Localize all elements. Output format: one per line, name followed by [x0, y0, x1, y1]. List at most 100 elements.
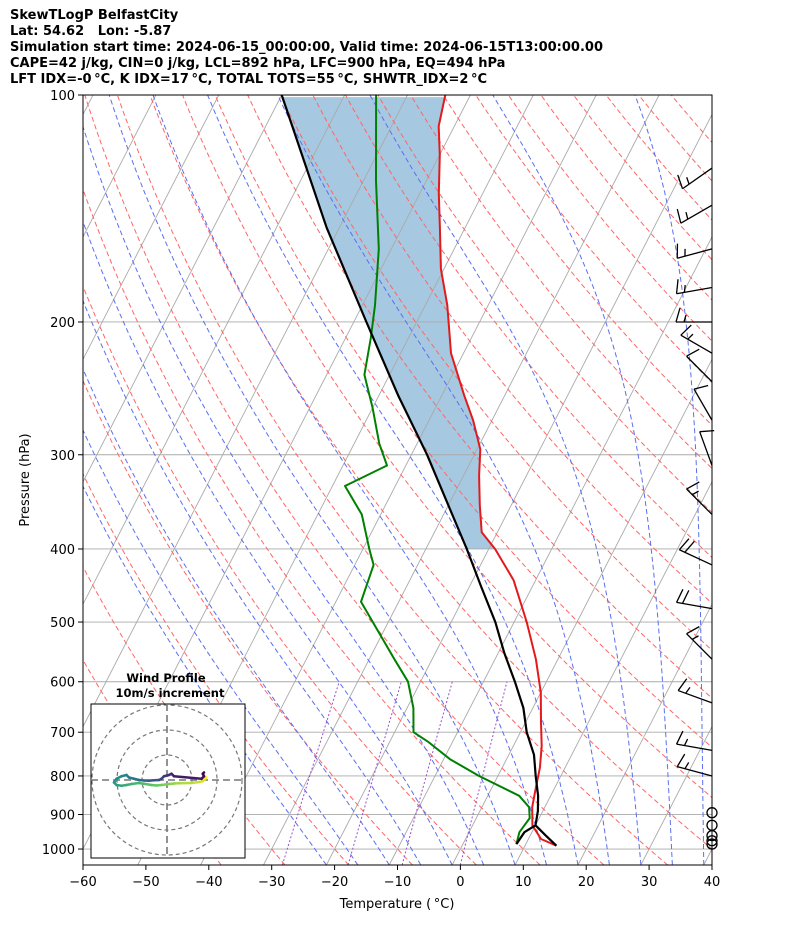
wind-barb — [686, 626, 713, 660]
dry-adiabat-line — [182, 95, 712, 799]
x-tick-label: 0 — [456, 875, 464, 890]
hodograph-trace — [172, 774, 203, 781]
x-tick-label: −20 — [321, 875, 348, 890]
title-stability-indices: LFT IDX=-0 °C, K IDX=17 °C, TOTAL TOTS=5… — [10, 72, 488, 87]
moist-adiabat-line — [83, 367, 390, 865]
y-tick-label: 400 — [50, 543, 75, 558]
isotherm-line — [767, 95, 794, 865]
moist-adiabat-line — [492, 95, 673, 865]
x-tick-label: 40 — [704, 875, 721, 890]
inset-subtitle: 10m/s increment — [116, 686, 225, 700]
isotherm-line — [83, 95, 157, 238]
title-station: SkewTLogP BelfastCity — [10, 8, 179, 23]
dry-adiabat-line — [83, 188, 541, 865]
wind-barb — [686, 348, 713, 383]
dry-adiabat-line — [279, 95, 712, 651]
moist-adiabat-line — [277, 95, 610, 865]
x-tick-label: 10 — [515, 875, 532, 890]
x-axis-label: Temperature ( °C) — [339, 897, 455, 912]
y-tick-label: 600 — [50, 676, 75, 691]
y-tick-label: 800 — [50, 770, 75, 785]
isotherm-line — [263, 95, 660, 865]
dry-adiabat-line — [84, 95, 605, 865]
calm-wind-marker — [706, 819, 718, 831]
x-tick-label: −40 — [195, 875, 222, 890]
moist-adiabat-line — [83, 220, 453, 865]
isotherm-line — [451, 358, 712, 865]
isotherm-line — [83, 95, 220, 361]
y-tick-label: 900 — [50, 809, 75, 824]
isotherm-line — [83, 95, 94, 116]
isotherm-line — [640, 725, 712, 865]
x-tick-label: −60 — [69, 875, 96, 890]
title-cape-indices: CAPE=42 j/kg, CIN=0 j/kg, LCL=892 hPa, L… — [10, 56, 506, 71]
dewpoint-profile — [344, 95, 531, 845]
isotherm-line — [325, 113, 712, 865]
isotherm-line — [83, 95, 346, 606]
dry-adiabat-line — [507, 95, 712, 342]
calm-wind-marker — [706, 807, 718, 819]
moist-adiabat-line — [83, 429, 359, 865]
x-tick-label: 20 — [578, 875, 595, 890]
x-tick-label: 30 — [641, 875, 658, 890]
wind-barb — [676, 753, 713, 777]
wind-barb — [676, 204, 713, 224]
y-tick-label: 700 — [50, 726, 75, 741]
wind-barb — [699, 429, 715, 466]
x-tick-label: −30 — [258, 875, 285, 890]
dry-adiabat-line — [605, 95, 712, 221]
cape-shading — [282, 97, 496, 549]
y-tick-label: 200 — [50, 316, 75, 331]
dry-adiabat-line — [442, 95, 712, 426]
dry-adiabat-line — [377, 95, 712, 514]
y-tick-label: 100 — [50, 89, 75, 104]
wind-barb — [678, 538, 713, 566]
dry-adiabat-line — [475, 95, 712, 384]
wind-barb — [677, 167, 713, 190]
x-tick-label: −50 — [132, 875, 159, 890]
mixing-ratio-line — [401, 681, 453, 865]
calm-wind-marker — [706, 838, 718, 850]
dry-adiabat-line — [344, 95, 712, 559]
hodograph-trace — [201, 771, 206, 776]
moist-adiabat-line — [634, 95, 705, 865]
y-tick-label: 500 — [50, 616, 75, 631]
y-tick-label: 1000 — [42, 843, 75, 858]
title-location: Lat: 54.62 Lon: -5.87 — [10, 24, 172, 39]
isotherm-line — [83, 95, 408, 728]
wind-barb — [680, 324, 713, 354]
wind-barb — [675, 589, 713, 610]
moist-adiabat-line — [207, 95, 579, 865]
isotherm-line — [514, 480, 712, 865]
mixing-ratio-line — [347, 681, 402, 865]
x-tick-label: −10 — [384, 875, 411, 890]
wind-barb — [686, 481, 713, 515]
dry-adiabat-line — [83, 285, 477, 865]
isotherm-line — [703, 848, 712, 865]
parcel-profile-surface — [515, 824, 537, 845]
dry-adiabat-line — [638, 95, 712, 182]
wind-barb — [675, 279, 713, 295]
dry-adiabat-line — [214, 95, 712, 748]
moist-adiabat-line — [83, 299, 422, 865]
dry-adiabat-line — [572, 95, 712, 261]
mixing-ratio-line — [281, 681, 340, 865]
dry-adiabat-line — [312, 95, 712, 604]
dry-adiabat-line — [670, 95, 712, 144]
calm-wind-marker — [706, 835, 718, 847]
inset-title: Wind Profile — [126, 671, 206, 685]
wind-barb — [693, 384, 713, 421]
y-tick-label: 300 — [50, 449, 75, 464]
moist-adiabat-line — [108, 95, 516, 865]
wind-barb — [677, 678, 713, 704]
isotherm-line — [83, 95, 283, 483]
dry-adiabat-line — [247, 95, 712, 699]
wind-barb — [676, 243, 713, 259]
wind-barb — [675, 730, 713, 752]
chart-header: SkewTLogP BelfastCity Lat: 54.62 Lon: -5… — [10, 8, 603, 88]
isotherm-line — [577, 603, 712, 865]
moist-adiabat-line — [152, 95, 547, 865]
title-times: Simulation start time: 2024-06-15_00:00:… — [10, 40, 603, 55]
